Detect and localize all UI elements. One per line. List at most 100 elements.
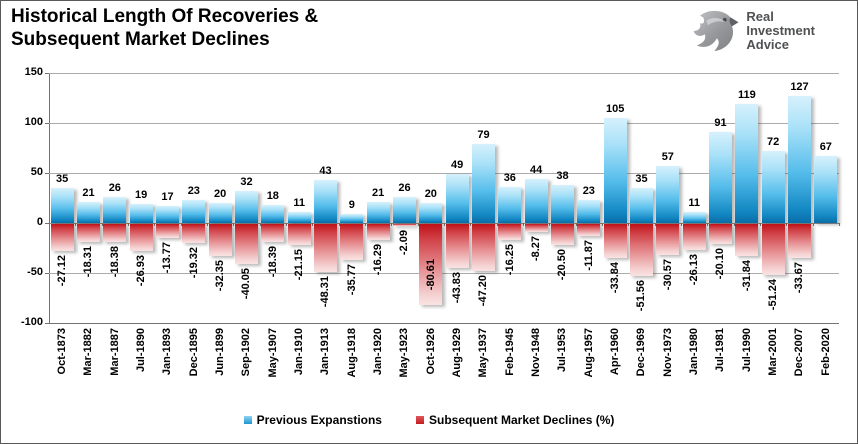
bar-decline — [235, 224, 258, 265]
x-axis-label: May-1907 — [266, 328, 279, 378]
x-axis-label: Mar-1882 — [82, 328, 95, 376]
eagle-icon — [693, 10, 739, 51]
expansion-value-label: 38 — [556, 170, 569, 182]
brand-name: Real Investment Advice — [746, 10, 815, 52]
bar-expansion — [788, 96, 811, 223]
x-label-wrap: Feb-1945 — [497, 328, 523, 384]
decline-value-label: -30.57 — [661, 258, 674, 290]
x-label-wrap: Mar-1882 — [75, 328, 101, 384]
x-axis-label: Feb-1945 — [503, 328, 516, 376]
bar-expansion — [208, 203, 232, 223]
category-tick — [128, 223, 129, 226]
y-tick-label: 150 — [24, 66, 43, 78]
category-tick — [101, 223, 103, 226]
bar-expansion — [235, 191, 258, 223]
expansion-value-label: 44 — [530, 164, 543, 176]
category-tick — [733, 223, 735, 226]
decline-value-label: -18.39 — [266, 246, 279, 278]
decline-value-label: -33.67 — [793, 261, 806, 293]
bar-decline — [735, 224, 759, 256]
x-axis-label: Mar-2001 — [767, 328, 780, 376]
x-label-wrap: Aug-1929 — [444, 328, 470, 384]
expansion-value-label: 49 — [451, 159, 464, 171]
bar-decline — [472, 224, 495, 272]
bar-expansion — [314, 180, 337, 223]
decline-value-label: -16.25 — [503, 244, 516, 276]
decline-value-label: -35.77 — [345, 263, 358, 295]
legend-item-declines: Subsequent Market Declines (%) — [415, 413, 614, 427]
expansion-value-label: 11 — [688, 197, 700, 209]
decline-value-wrap: -33.84 — [602, 262, 628, 304]
brand-line-3: Advice — [746, 37, 789, 52]
bar-expansion — [577, 200, 601, 223]
legend-label-expansions: Previous Expanstions — [256, 413, 382, 427]
category-tick — [575, 223, 577, 226]
bar-decline — [340, 224, 364, 260]
x-axis-label: Aug-1918 — [345, 328, 358, 378]
x-label-wrap: May-1907 — [260, 328, 286, 384]
x-label-wrap: Aug-1957 — [576, 328, 602, 384]
bar-decline — [551, 224, 574, 245]
x-label-wrap: Dec-2007 — [786, 328, 812, 384]
bar-decline — [603, 224, 627, 258]
y-tick-label: -100 — [20, 316, 43, 328]
x-label-wrap: Nov-1948 — [523, 328, 549, 384]
category-tick — [312, 223, 314, 226]
legend: Previous Expanstions Subsequent Market D… — [1, 413, 857, 427]
bar-decline — [393, 224, 416, 227]
x-axis-label: Jun-1899 — [214, 328, 227, 376]
x-axis-label: Mar-1887 — [108, 328, 121, 376]
decline-value-label: -19.32 — [187, 247, 200, 279]
category-tick — [628, 223, 630, 226]
decline-value-label: -32.35 — [214, 260, 227, 292]
bar-expansion — [524, 179, 548, 223]
decline-value-wrap: -18.39 — [260, 246, 286, 288]
x-label-wrap: Jan-1913 — [312, 328, 338, 384]
bar-expansion — [50, 188, 74, 223]
chart-title: Historical Length Of Recoveries & Subseq… — [11, 6, 319, 50]
category-tick — [523, 223, 524, 226]
bar-expansion — [498, 187, 522, 223]
x-label-wrap: Jul-1990 — [734, 328, 760, 384]
x-axis-label: Oct-1873 — [56, 328, 69, 375]
expansion-value-label: 36 — [503, 172, 516, 184]
category-tick — [49, 223, 50, 226]
decline-value-wrap: -8.27 — [523, 236, 549, 278]
decline-value-wrap: -11.87 — [576, 240, 602, 282]
brand-logo: Real Investment Advice — [692, 9, 815, 53]
bar-decline — [208, 224, 232, 257]
y-axis-tick — [45, 323, 49, 324]
decline-value-wrap: -43.83 — [444, 272, 470, 314]
bar-expansion — [682, 212, 706, 223]
x-axis-label: Jul-1890 — [135, 328, 148, 373]
bar-expansion — [103, 197, 127, 223]
x-label-wrap: Oct-1926 — [418, 328, 444, 384]
category-tick — [496, 223, 498, 226]
x-axis-label: Oct-1926 — [424, 328, 437, 375]
decline-value-wrap: -20.50 — [549, 249, 575, 291]
bar-expansion — [551, 185, 574, 223]
decline-value-wrap: -48.31 — [312, 276, 338, 318]
x-axis-label: Jan-1893 — [161, 328, 174, 376]
category-tick — [154, 223, 156, 226]
bar-decline — [682, 224, 706, 251]
decline-value-wrap: -51.56 — [628, 280, 654, 322]
bar-expansion — [366, 202, 390, 223]
expansion-value-label: 21 — [372, 187, 385, 199]
decline-value-wrap: -13.77 — [154, 242, 180, 284]
decline-value-label: -8.27 — [530, 236, 543, 262]
x-label-wrap: Sep-1902 — [233, 328, 259, 384]
expansion-value-label: 57 — [661, 151, 674, 163]
expansion-value-label: 43 — [319, 165, 332, 177]
legend-item-expansions: Previous Expanstions — [243, 413, 382, 427]
x-axis-label: Nov-1973 — [661, 328, 674, 377]
y-axis-tick — [45, 273, 49, 274]
bar-expansion — [472, 144, 495, 223]
x-axis-label: Jan-1910 — [293, 328, 306, 376]
expansion-value-label: 79 — [477, 129, 490, 141]
expansion-value-label: 119 — [737, 89, 756, 101]
bar-expansion — [393, 197, 416, 223]
bar-decline — [445, 224, 469, 268]
decline-value-label: -21.15 — [293, 249, 306, 281]
expansion-value-label: 18 — [266, 190, 279, 202]
